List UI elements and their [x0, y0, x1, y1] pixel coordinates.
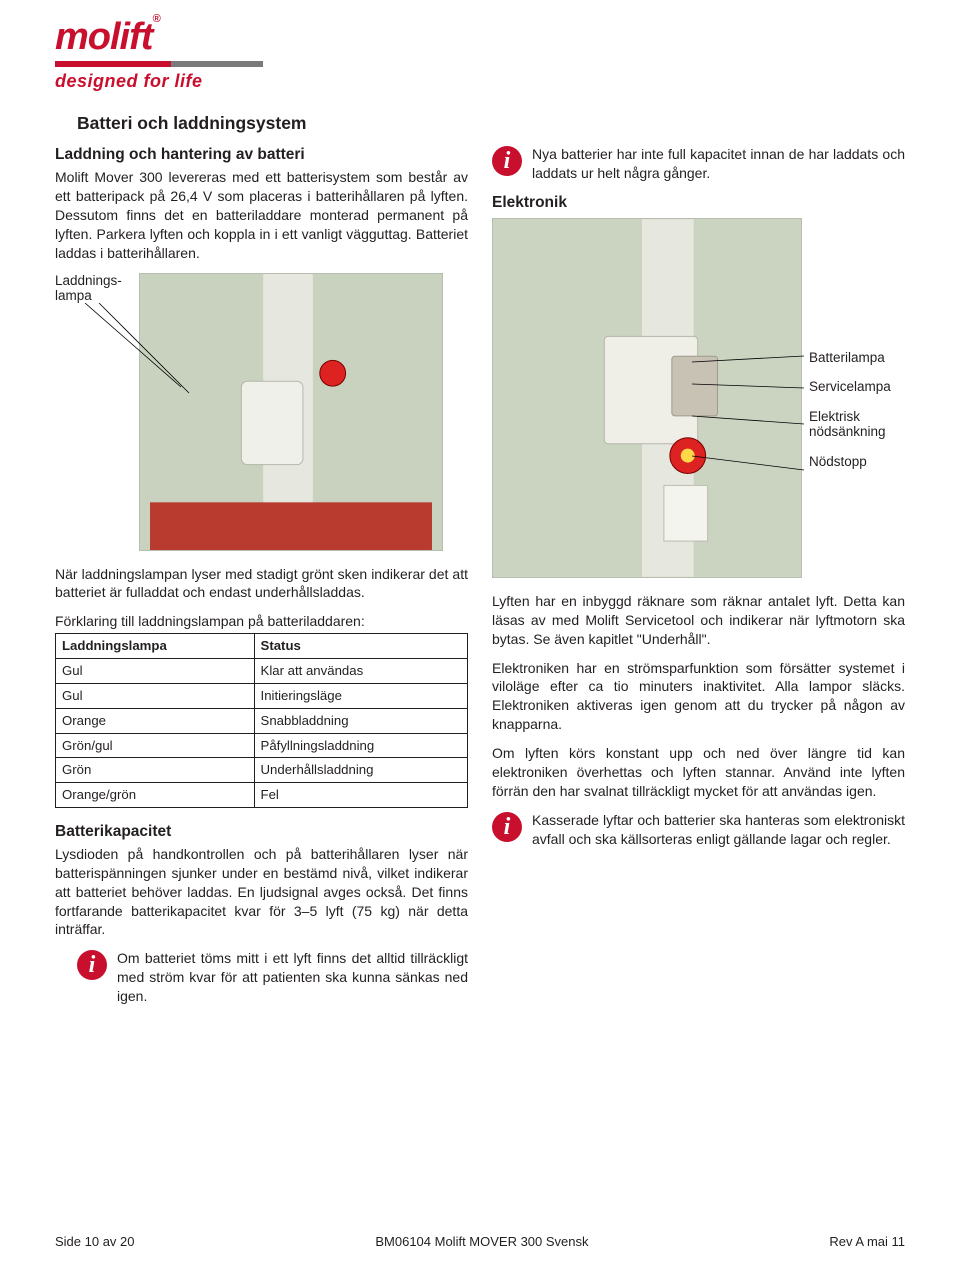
electronics-labels: Batterilampa Servicelampa Elektrisk nöds… — [805, 350, 909, 470]
table-row: GulInitieringsläge — [56, 683, 468, 708]
info-recycle: i Kasserade lyftar och batterier ska han… — [492, 811, 905, 849]
footer: Side 10 av 20 BM06104 Molift MOVER 300 S… — [55, 1233, 905, 1251]
photo-charging-svg — [140, 274, 442, 550]
label-emergency-lower: Elektrisk nödsänkning — [809, 409, 909, 440]
table-row: GulKlar att användas — [56, 659, 468, 684]
intro-title: Laddning och hantering av batteri — [55, 145, 468, 166]
table-row: GrönUnderhållsladdning — [56, 758, 468, 783]
status-table: Laddningslampa Status GulKlar att använd… — [55, 633, 468, 808]
counter-para: Lyften har en inbyggd räknare som räknar… — [492, 592, 905, 649]
label-emergency-stop: Nödstopp — [809, 454, 909, 470]
photo-electronics-wrap: Batterilampa Servicelampa Elektrisk nöds… — [492, 218, 905, 578]
info-recycle-text: Kasserade lyftar och batterier ska hante… — [532, 811, 905, 849]
logo: molift® designed for life — [55, 12, 905, 94]
photo-charging-wrap: Laddnings- lampa — [55, 273, 468, 551]
th-status: Status — [254, 634, 467, 659]
capacity-body: Lysdioden på handkontrollen och på batte… — [55, 845, 468, 939]
logo-brand: molift® — [55, 12, 905, 63]
callout-charging-lamp: Laddnings- lampa — [55, 273, 135, 304]
elektronik-title: Elektronik — [492, 193, 905, 214]
table-intro: Förklaring till laddningslampan på batte… — [55, 612, 468, 631]
label-battery-lamp: Batterilampa — [809, 350, 909, 366]
photo-charging — [139, 273, 443, 551]
capacity-title: Batterikapacitet — [55, 822, 468, 843]
photo-electronics-svg — [493, 219, 801, 577]
section-title: Batteri och laddningsystem — [77, 112, 905, 136]
table-row: OrangeSnabbladdning — [56, 708, 468, 733]
column-right: i Nya batterier har inte full kapacitet … — [492, 145, 905, 1016]
photo-electronics — [492, 218, 802, 578]
info-newbat: i Nya batterier har inte full kapacitet … — [492, 145, 905, 183]
info-newbat-text: Nya batterier har inte full kapacitet in… — [532, 145, 905, 183]
th-lamp: Laddningslampa — [56, 634, 255, 659]
table-row: Laddningslampa Status — [56, 634, 468, 659]
footer-center: BM06104 Molift MOVER 300 Svensk — [375, 1233, 588, 1251]
info-icon: i — [492, 146, 522, 176]
powersave-para: Elektroniken har en strömsparfunktion so… — [492, 659, 905, 735]
label-service-lamp: Servicelampa — [809, 379, 909, 395]
info-icon: i — [492, 812, 522, 842]
info-lowbat-text: Om batteriet töms mitt i ett lyft finns … — [117, 949, 468, 1006]
info-icon: i — [77, 950, 107, 980]
footer-left: Side 10 av 20 — [55, 1233, 135, 1251]
overheat-para: Om lyften körs konstant upp och ned över… — [492, 744, 905, 801]
table-row: Grön/gulPåfyllningsladdning — [56, 733, 468, 758]
footer-right: Rev A mai 11 — [829, 1233, 905, 1251]
info-lowbat: i Om batteriet töms mitt i ett lyft finn… — [77, 949, 468, 1006]
intro-body: Molift Mover 300 levereras med ett batte… — [55, 168, 468, 262]
logo-tagline: designed for life — [55, 69, 905, 93]
column-left: Laddning och hantering av batteri Molift… — [55, 145, 468, 1016]
green-lamp-para: När laddningslampan lyser med stadigt gr… — [55, 565, 468, 603]
table-row: Orange/grönFel — [56, 783, 468, 808]
